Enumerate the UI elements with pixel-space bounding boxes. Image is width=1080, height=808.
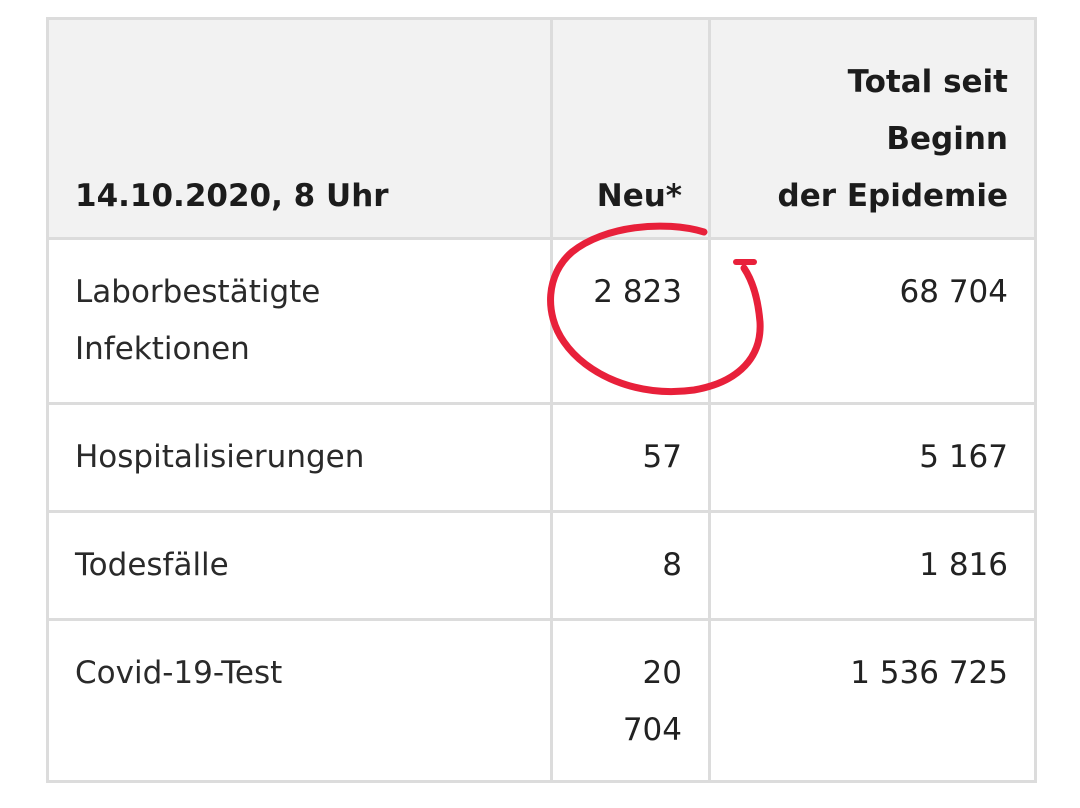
header-total: Total seit Beginn der Epidemie [708, 17, 1037, 240]
table-row: Covid-19-Test 20 704 1 536 725 [46, 618, 1037, 783]
new-value-hospitalizations: 57 [550, 402, 711, 513]
row-label-line: Infektionen [75, 331, 250, 367]
header-total-line: Total seit [847, 64, 1008, 100]
row-label-tests: Covid-19-Test [46, 618, 553, 783]
table-row: Laborbestätigte Infektionen 2 823 68 704 [46, 237, 1037, 405]
total-value-tests: 1 536 725 [708, 618, 1037, 783]
table-row: Todesfälle 8 1 816 [46, 510, 1037, 621]
total-value-infections: 68 704 [708, 237, 1037, 405]
table-header-row: 14.10.2020, 8 Uhr Neu* Total seit Beginn… [46, 17, 1037, 240]
header-date: 14.10.2020, 8 Uhr [46, 17, 553, 240]
header-total-line: Beginn [886, 121, 1008, 157]
new-value-line: 20 [642, 655, 682, 691]
new-value-line: 704 [622, 712, 682, 748]
total-value-deaths: 1 816 [708, 510, 1037, 621]
total-value-hospitalizations: 5 167 [708, 402, 1037, 513]
new-value-deaths: 8 [550, 510, 711, 621]
new-value-infections: 2 823 [550, 237, 711, 405]
header-new: Neu* [550, 17, 711, 240]
statistics-table: 14.10.2020, 8 Uhr Neu* Total seit Beginn… [46, 17, 1037, 783]
header-total-line: der Epidemie [777, 178, 1008, 214]
row-label-line: Laborbestätigte [75, 274, 321, 310]
table-row: Hospitalisierungen 57 5 167 [46, 402, 1037, 513]
new-value-tests: 20 704 [550, 618, 711, 783]
row-label-deaths: Todesfälle [46, 510, 553, 621]
row-label-hospitalizations: Hospitalisierungen [46, 402, 553, 513]
row-label-infections: Laborbestätigte Infektionen [46, 237, 553, 405]
